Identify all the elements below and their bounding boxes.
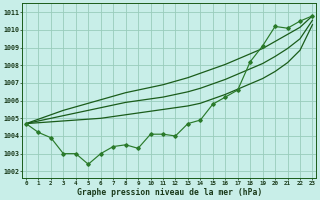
X-axis label: Graphe pression niveau de la mer (hPa): Graphe pression niveau de la mer (hPa) bbox=[76, 188, 262, 197]
